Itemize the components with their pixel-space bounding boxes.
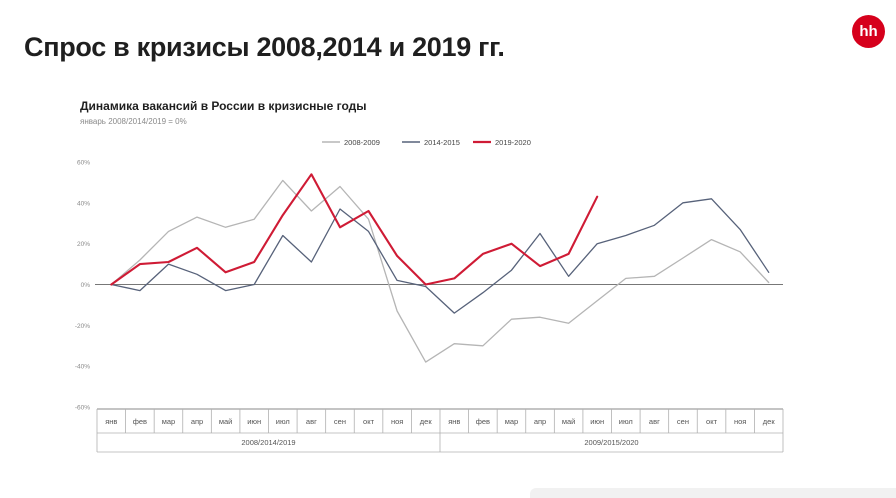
legend-label: 2014-2015 (424, 138, 460, 147)
x-tick-label: янв (448, 417, 460, 426)
y-tick-label: -20% (75, 323, 90, 330)
x-tick-label: сен (334, 417, 346, 426)
x-tick-label: апр (191, 417, 203, 426)
x-tick-label: дек (763, 417, 776, 426)
x-tick-label: июл (276, 417, 290, 426)
x-group-label: 2008/2014/2019 (241, 438, 295, 447)
x-tick-label: фев (476, 417, 490, 426)
x-tick-label: мар (162, 417, 176, 426)
x-tick-label: авг (649, 417, 660, 426)
x-tick-label: фев (133, 417, 147, 426)
x-group-label: 2009/2015/2020 (584, 438, 638, 447)
x-tick-label: июл (619, 417, 633, 426)
x-tick-label: ноя (391, 417, 403, 426)
x-tick-label: ноя (734, 417, 746, 426)
x-tick-label: окт (706, 417, 718, 426)
x-tick-label: сен (677, 417, 689, 426)
x-tick-label: янв (105, 417, 117, 426)
y-tick-label: 60% (77, 160, 90, 167)
hh-logo: hh (852, 15, 885, 48)
chart-subtitle: январь 2008/2014/2019 = 0% (80, 117, 187, 126)
x-tick-label: май (562, 417, 576, 426)
x-tick-label: июн (247, 417, 261, 426)
y-tick-label: 0% (81, 282, 91, 289)
x-tick-label: май (219, 417, 233, 426)
page-title: Спрос в кризисы 2008,2014 и 2019 гг. (24, 32, 505, 62)
x-tick-label: окт (363, 417, 375, 426)
x-tick-label: июн (590, 417, 604, 426)
chart-title: Динамика вакансий в России в кризисные г… (80, 99, 367, 113)
y-tick-label: 20% (77, 241, 90, 248)
legend-label: 2019-2020 (495, 138, 531, 147)
series-line-2008-2009 (110, 179, 770, 363)
x-tick-label: мар (505, 417, 519, 426)
bottom-bar-decoration (530, 488, 896, 498)
legend-label: 2008-2009 (344, 138, 380, 147)
y-tick-label: -40% (75, 364, 90, 371)
y-tick-label: -60% (75, 405, 90, 412)
x-tick-label: дек (420, 417, 433, 426)
series-line-2019-2020 (110, 173, 599, 286)
x-tick-label: апр (534, 417, 546, 426)
y-tick-label: 40% (77, 200, 90, 207)
series-line-2014-2015 (110, 198, 770, 314)
x-tick-label: авг (306, 417, 317, 426)
